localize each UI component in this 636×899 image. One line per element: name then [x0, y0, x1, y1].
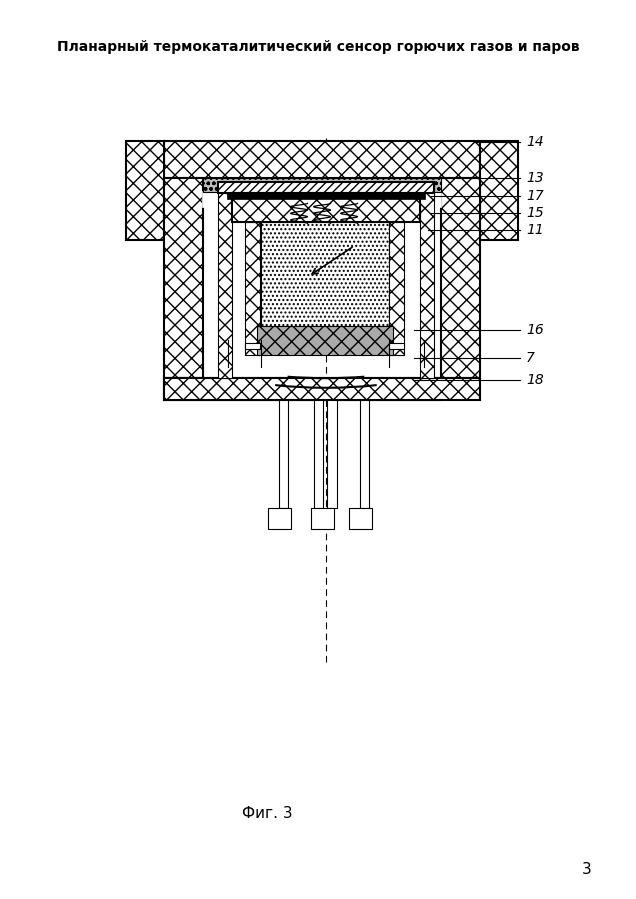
Bar	[389, 343, 404, 349]
Text: 18: 18	[526, 373, 544, 387]
Bar	[279, 400, 288, 508]
Text: 7: 7	[526, 352, 535, 365]
Bar	[232, 192, 420, 222]
Bar	[164, 378, 480, 400]
Text: 16: 16	[526, 324, 544, 337]
Text: 13: 13	[526, 171, 544, 185]
Bar	[203, 178, 441, 191]
Bar	[245, 343, 261, 349]
Bar	[126, 141, 164, 239]
Bar	[245, 222, 261, 355]
Text: 17: 17	[526, 190, 544, 203]
Text: 14: 14	[526, 135, 544, 148]
Bar	[257, 325, 393, 355]
Bar	[218, 182, 232, 378]
Bar	[268, 508, 291, 530]
Text: 11: 11	[526, 223, 544, 237]
Bar	[420, 182, 434, 378]
Bar	[261, 222, 389, 325]
Bar	[360, 400, 369, 508]
Bar	[480, 141, 518, 239]
Bar	[441, 178, 480, 378]
Bar	[328, 400, 336, 508]
Bar	[164, 378, 441, 400]
Bar	[314, 400, 323, 508]
Text: Фиг. 3: Фиг. 3	[242, 806, 293, 821]
Bar	[218, 182, 434, 192]
Bar	[164, 178, 203, 378]
Text: 15: 15	[526, 207, 544, 220]
Bar	[164, 141, 480, 178]
Bar	[228, 192, 424, 199]
Text: Планарный термокаталитический сенсор горючих газов и паров: Планарный термокаталитический сенсор гор…	[57, 40, 579, 55]
Bar	[389, 222, 404, 355]
Text: 3: 3	[582, 861, 591, 877]
Bar	[310, 508, 334, 530]
Bar	[203, 191, 441, 207]
Bar	[349, 508, 372, 530]
